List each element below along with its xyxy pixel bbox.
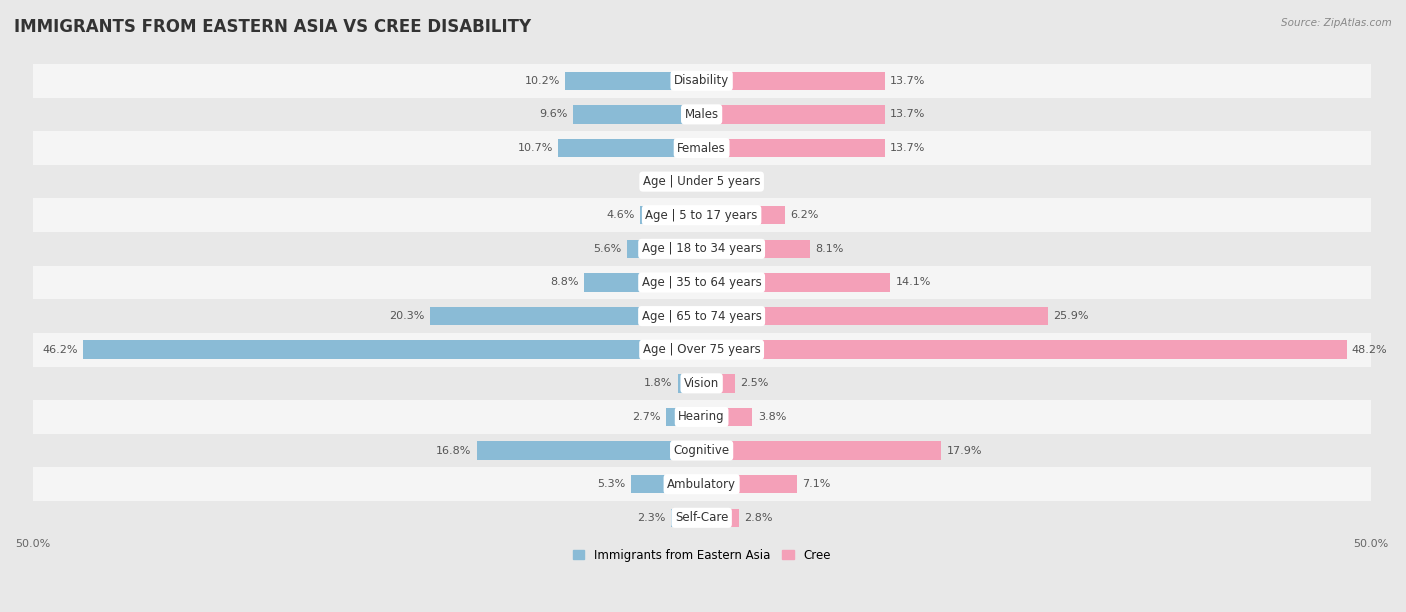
Text: Source: ZipAtlas.com: Source: ZipAtlas.com: [1281, 18, 1392, 28]
Bar: [702, 139, 884, 157]
Text: 13.7%: 13.7%: [890, 76, 925, 86]
Text: Males: Males: [685, 108, 718, 121]
Bar: [627, 240, 702, 258]
Text: Age | 35 to 64 years: Age | 35 to 64 years: [641, 276, 762, 289]
Text: 2.8%: 2.8%: [744, 513, 773, 523]
Bar: [565, 72, 702, 90]
Text: Age | 5 to 17 years: Age | 5 to 17 years: [645, 209, 758, 222]
Bar: [702, 240, 810, 258]
Text: Age | Over 75 years: Age | Over 75 years: [643, 343, 761, 356]
Text: Vision: Vision: [683, 377, 720, 390]
Text: 6.2%: 6.2%: [790, 211, 818, 220]
Bar: [32, 434, 1371, 468]
Text: 5.3%: 5.3%: [598, 479, 626, 489]
Bar: [702, 509, 740, 527]
Bar: [665, 408, 702, 426]
Text: 16.8%: 16.8%: [436, 446, 471, 455]
Text: Females: Females: [678, 141, 725, 154]
Text: 46.2%: 46.2%: [42, 345, 79, 355]
Text: Disability: Disability: [673, 74, 730, 88]
Text: 2.3%: 2.3%: [637, 513, 665, 523]
Bar: [689, 173, 702, 191]
Bar: [702, 72, 884, 90]
Text: 4.6%: 4.6%: [606, 211, 634, 220]
Text: 17.9%: 17.9%: [946, 446, 981, 455]
Bar: [702, 206, 785, 225]
Text: 20.3%: 20.3%: [389, 311, 425, 321]
Bar: [83, 340, 702, 359]
Bar: [702, 441, 941, 460]
Bar: [558, 139, 702, 157]
Bar: [32, 198, 1371, 232]
Bar: [702, 408, 752, 426]
Text: Self-Care: Self-Care: [675, 511, 728, 524]
Bar: [32, 97, 1371, 131]
Bar: [32, 232, 1371, 266]
Text: 8.8%: 8.8%: [550, 277, 578, 288]
Bar: [702, 173, 720, 191]
Text: Cognitive: Cognitive: [673, 444, 730, 457]
Bar: [32, 400, 1371, 434]
Text: 2.7%: 2.7%: [631, 412, 661, 422]
Bar: [631, 475, 702, 493]
Text: 9.6%: 9.6%: [540, 110, 568, 119]
Text: 13.7%: 13.7%: [890, 143, 925, 153]
Text: 25.9%: 25.9%: [1053, 311, 1090, 321]
Bar: [583, 273, 702, 292]
Text: Hearing: Hearing: [678, 411, 725, 424]
Bar: [32, 468, 1371, 501]
Text: 48.2%: 48.2%: [1353, 345, 1388, 355]
Bar: [477, 441, 702, 460]
Bar: [32, 165, 1371, 198]
Text: Age | Under 5 years: Age | Under 5 years: [643, 175, 761, 188]
Text: 13.7%: 13.7%: [890, 110, 925, 119]
Bar: [32, 299, 1371, 333]
Legend: Immigrants from Eastern Asia, Cree: Immigrants from Eastern Asia, Cree: [568, 544, 835, 566]
Bar: [32, 367, 1371, 400]
Bar: [678, 374, 702, 392]
Bar: [574, 105, 702, 124]
Bar: [702, 273, 890, 292]
Bar: [32, 501, 1371, 535]
Text: Age | 65 to 74 years: Age | 65 to 74 years: [641, 310, 762, 323]
Text: 1.8%: 1.8%: [644, 378, 672, 389]
Text: 14.1%: 14.1%: [896, 277, 931, 288]
Bar: [702, 307, 1047, 326]
Text: Age | 18 to 34 years: Age | 18 to 34 years: [641, 242, 762, 255]
Text: Ambulatory: Ambulatory: [666, 478, 737, 491]
Text: 8.1%: 8.1%: [815, 244, 844, 254]
Text: 1.4%: 1.4%: [725, 177, 754, 187]
Bar: [702, 340, 1347, 359]
Text: 3.8%: 3.8%: [758, 412, 786, 422]
Bar: [702, 374, 735, 392]
Text: 7.1%: 7.1%: [801, 479, 831, 489]
Text: 1.0%: 1.0%: [655, 177, 683, 187]
Text: 10.2%: 10.2%: [524, 76, 560, 86]
Bar: [32, 333, 1371, 367]
Bar: [32, 266, 1371, 299]
Bar: [430, 307, 702, 326]
Bar: [671, 509, 702, 527]
Text: 5.6%: 5.6%: [593, 244, 621, 254]
Text: 2.5%: 2.5%: [741, 378, 769, 389]
Bar: [702, 475, 797, 493]
Bar: [32, 131, 1371, 165]
Text: IMMIGRANTS FROM EASTERN ASIA VS CREE DISABILITY: IMMIGRANTS FROM EASTERN ASIA VS CREE DIS…: [14, 18, 531, 36]
Bar: [702, 105, 884, 124]
Bar: [640, 206, 702, 225]
Text: 10.7%: 10.7%: [517, 143, 553, 153]
Bar: [32, 64, 1371, 97]
